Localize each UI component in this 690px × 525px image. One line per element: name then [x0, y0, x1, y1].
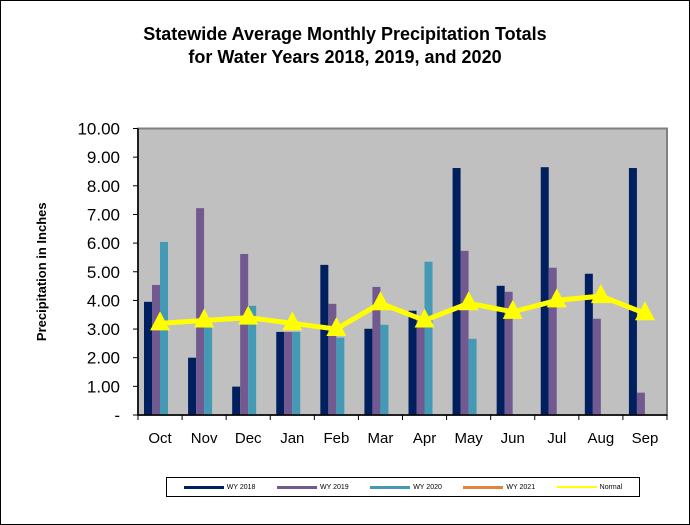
- normal-marker-apr: [414, 308, 435, 328]
- legend-swatch: [463, 485, 504, 489]
- y-tick-label: 3.00: [87, 320, 120, 339]
- title-line-2: for Water Years 2018, 2019, and 2020: [188, 47, 502, 67]
- legend-label: WY 2018: [226, 483, 256, 491]
- y-tick-label: 1.00: [87, 377, 120, 396]
- normal-marker-mar: [370, 291, 391, 311]
- x-tick-label: Aug: [588, 430, 615, 447]
- y-tick-label: 6.00: [87, 234, 120, 253]
- bar-wy-2019-aug: [592, 318, 601, 415]
- bar-wy-2018-apr: [408, 310, 417, 415]
- normal-marker-may: [458, 291, 479, 311]
- x-tick-label: Nov: [191, 430, 218, 447]
- bar-wy-2019-jan: [284, 331, 293, 415]
- normal-marker-oct: [150, 311, 171, 331]
- y-axis-label: Precipitation in Inches: [34, 202, 49, 341]
- bar-wy-2020-mar: [380, 324, 389, 415]
- bar-wy-2018-may: [452, 168, 461, 415]
- x-tick-label: May: [454, 430, 483, 447]
- bar-wy-2020-dec: [248, 305, 257, 415]
- normal-marker-jul: [546, 288, 567, 308]
- bar-wy-2018-aug: [584, 273, 593, 415]
- x-tick-label: Jan: [280, 430, 304, 447]
- normal-marker-jun: [502, 299, 523, 319]
- legend-label: WY 2021: [506, 483, 536, 491]
- y-tick-label: 9.00: [87, 148, 120, 167]
- bar-wy-2019-feb: [328, 303, 337, 415]
- legend-item: WY 2018: [183, 483, 256, 491]
- chart-title: Statewide Average Monthly Precipitation …: [1, 23, 689, 69]
- bar-wy-2020-may: [468, 338, 477, 415]
- bar-wy-2019-mar: [372, 286, 381, 415]
- normal-marker-jan: [282, 311, 303, 331]
- x-tick-label: Dec: [235, 430, 262, 447]
- normal-marker-aug: [590, 284, 611, 304]
- legend-swatch: [183, 485, 224, 489]
- x-tick-label: Oct: [148, 430, 172, 447]
- bar-wy-2020-nov: [204, 327, 213, 415]
- bar-wy-2019-apr: [416, 320, 425, 415]
- bar-wy-2018-dec: [232, 386, 241, 415]
- legend: WY 2018 WY 2019 WY 2020 WY 2021 Normal: [166, 477, 640, 497]
- legend-label: WY 2019: [319, 483, 349, 491]
- bar-wy-2020-jan: [292, 331, 301, 415]
- bar-wy-2019-dec: [240, 253, 249, 415]
- x-tick-label: Mar: [368, 430, 394, 447]
- bar-wy-2018-oct: [144, 301, 152, 415]
- legend-swatch: [556, 486, 597, 488]
- y-tick-label: 2.00: [87, 349, 120, 368]
- bar-wy-2019-jun: [504, 291, 513, 415]
- y-tick-label: 8.00: [87, 177, 120, 196]
- bar-wy-2018-mar: [364, 328, 373, 415]
- y-tick-label: 5.00: [87, 263, 120, 282]
- bar-wy-2019-sep: [636, 392, 645, 415]
- legend-label: Normal: [599, 483, 623, 491]
- title-line-1: Statewide Average Monthly Precipitation …: [143, 24, 547, 44]
- y-tick-label: 7.00: [87, 205, 120, 224]
- legend-item: WY 2019: [276, 483, 349, 491]
- bar-wy-2019-oct: [152, 284, 160, 415]
- bar-wy-2018-nov: [188, 357, 197, 415]
- normal-marker-sep: [634, 301, 655, 321]
- normal-marker-nov: [194, 308, 215, 328]
- x-tick-label: Feb: [323, 430, 349, 447]
- legend-swatch: [276, 485, 317, 489]
- legend-swatch: [370, 485, 411, 489]
- bar-wy-2019-may: [460, 250, 469, 415]
- bar-wy-2020-apr: [424, 261, 433, 415]
- x-tick-label: Sep: [632, 430, 659, 447]
- y-tick-label: -: [114, 406, 120, 425]
- bar-wy-2018-sep: [628, 168, 637, 415]
- bar-wy-2019-jul: [548, 267, 557, 415]
- y-tick-label: 4.00: [87, 291, 120, 310]
- y-tick-label: 10.00: [77, 120, 120, 139]
- legend-item: WY 2021: [463, 484, 535, 491]
- x-tick-label: Jun: [501, 430, 525, 447]
- bar-wy-2020-feb: [336, 337, 345, 415]
- bar-wy-2018-jul: [540, 167, 549, 415]
- legend-label: WY 2020: [413, 483, 442, 491]
- legend-item: Normal: [556, 483, 623, 491]
- bar-wy-2019-nov: [196, 208, 205, 415]
- normal-marker-feb: [326, 317, 347, 337]
- bar-wy-2018-feb: [320, 264, 329, 415]
- x-tick-label: Apr: [413, 430, 436, 447]
- bar-wy-2018-jan: [276, 331, 285, 415]
- legend-item: WY 2020: [370, 484, 442, 491]
- plot-area: [137, 127, 668, 416]
- normal-marker-dec: [238, 305, 259, 325]
- bar-wy-2018-jun: [496, 285, 505, 415]
- normal-line: [159, 293, 646, 332]
- x-tick-label: Jul: [547, 430, 566, 447]
